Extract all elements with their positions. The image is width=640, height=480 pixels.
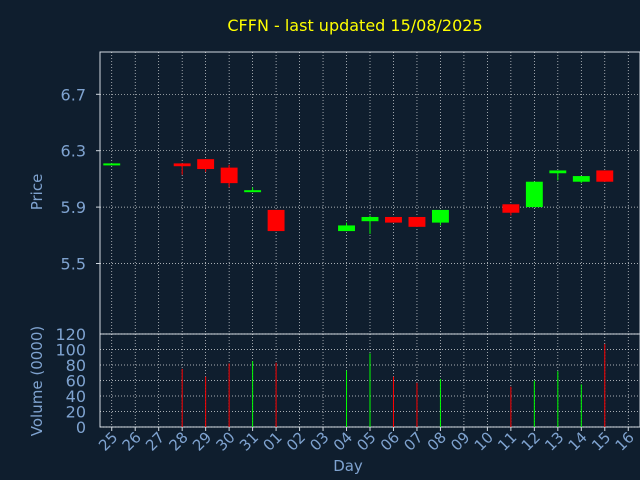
candle-28 xyxy=(173,163,191,175)
x-tick-labels: 2526272829303101020304050607080910111213… xyxy=(95,427,638,455)
candle-08 xyxy=(431,209,449,226)
price-tick-label: 5.5 xyxy=(61,255,86,274)
candle-body xyxy=(502,204,520,213)
candle-25 xyxy=(103,163,121,166)
candle-body xyxy=(267,209,285,232)
candle-15 xyxy=(596,170,614,182)
candle-13 xyxy=(549,170,567,181)
candle-14 xyxy=(572,176,590,184)
candle-12 xyxy=(525,181,543,208)
candle-body xyxy=(103,163,121,166)
price-panel: 5.5 5.9 6.3 6.7 xyxy=(61,51,640,335)
candle-30 xyxy=(220,164,238,188)
candle-body xyxy=(244,190,262,193)
candle-04 xyxy=(338,222,355,232)
volume-tick-label: 20 xyxy=(66,403,86,422)
candle-07 xyxy=(408,216,426,227)
candle-body xyxy=(338,225,355,232)
candle-05 xyxy=(361,215,379,234)
chart-title: CFFN - last updated 15/08/2025 xyxy=(227,16,482,35)
volume-tick-label: 0 xyxy=(76,418,86,437)
candle-31 xyxy=(244,187,262,193)
candle-body xyxy=(361,216,379,222)
volume-tick-label: 60 xyxy=(66,372,86,391)
price-axis-label: Price xyxy=(28,174,46,211)
candle-body xyxy=(197,159,215,170)
volume-tick-label: 40 xyxy=(66,387,86,406)
price-tick-label: 6.7 xyxy=(61,85,86,104)
price-tick-label: 5.9 xyxy=(61,198,86,217)
candle-body xyxy=(408,216,426,227)
candle-body xyxy=(431,209,449,223)
candle-body xyxy=(525,181,543,208)
volume-tick-label: 100 xyxy=(55,341,86,360)
candle-body xyxy=(173,163,191,167)
candle-01 xyxy=(267,209,285,232)
candle-body xyxy=(549,170,567,174)
candle-29 xyxy=(197,159,215,172)
volume-tick-label: 120 xyxy=(55,325,86,344)
candle-body xyxy=(385,216,402,223)
volume-axis-label: Volume (0000) xyxy=(28,326,46,436)
candle-11 xyxy=(502,204,520,216)
volume-tick-label: 80 xyxy=(66,356,86,375)
price-tick-label: 6.3 xyxy=(61,142,86,161)
candle-body xyxy=(596,170,614,182)
x-axis-label: Day xyxy=(333,457,363,475)
candle-body xyxy=(220,167,238,184)
candle-body xyxy=(572,176,590,182)
candle-06 xyxy=(385,216,402,223)
